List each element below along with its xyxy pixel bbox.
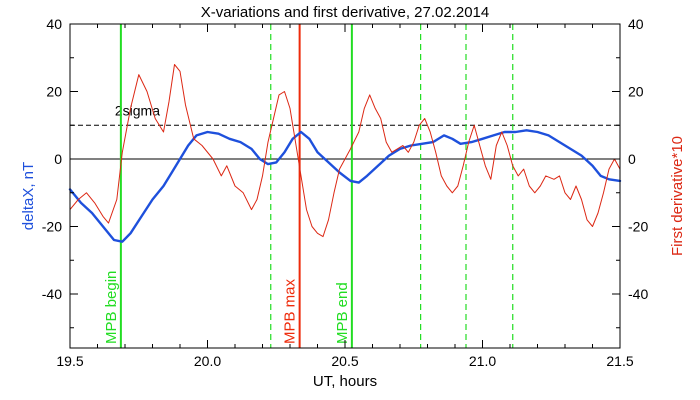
x-tick-label-1: 20.0	[194, 353, 221, 369]
chart-marks: 2sigma MPB begin MPB max MPB end 19.5 20.0 20.…	[42, 16, 649, 369]
y-tick-label-right-1: -20	[628, 219, 648, 235]
y-tick-label-left-0: -40	[42, 286, 62, 302]
series-derivative-line	[69, 64, 621, 238]
y-axis-right-label: First derivative*10	[669, 136, 686, 256]
chart-title: X-variations and first derivative, 27.02…	[201, 4, 490, 21]
series-deltax-line	[68, 129, 622, 243]
y-tick-label-left-2: 0	[54, 151, 62, 167]
vline-label-3: MPB end	[334, 282, 351, 344]
x-tick-label-4: 21.5	[606, 353, 633, 369]
x-tick-label-2: 20.5	[331, 353, 358, 369]
y-tick-label-right-4: 40	[628, 16, 644, 32]
y-tick-label-left-4: 40	[46, 16, 62, 32]
y-tick-label-left-3: 20	[46, 84, 62, 100]
y-tick-label-right-0: -40	[628, 286, 648, 302]
threshold-label: 2sigma	[115, 102, 160, 118]
x-tick-label-0: 19.5	[56, 353, 83, 369]
y-tick-label-right-3: 20	[628, 84, 644, 100]
plot-frame	[69, 23, 621, 349]
vline-label-2: MPB max	[282, 278, 299, 344]
y-axis-left-label: deltaX, nT	[20, 162, 37, 230]
y-tick-label-left-1: -20	[42, 219, 62, 235]
vline-label-0: MPB begin	[103, 271, 120, 344]
x-axis-label: UT, hours	[313, 373, 377, 390]
x-tick-label-3: 21.0	[469, 353, 496, 369]
y-tick-label-right-2: 0	[628, 151, 636, 167]
